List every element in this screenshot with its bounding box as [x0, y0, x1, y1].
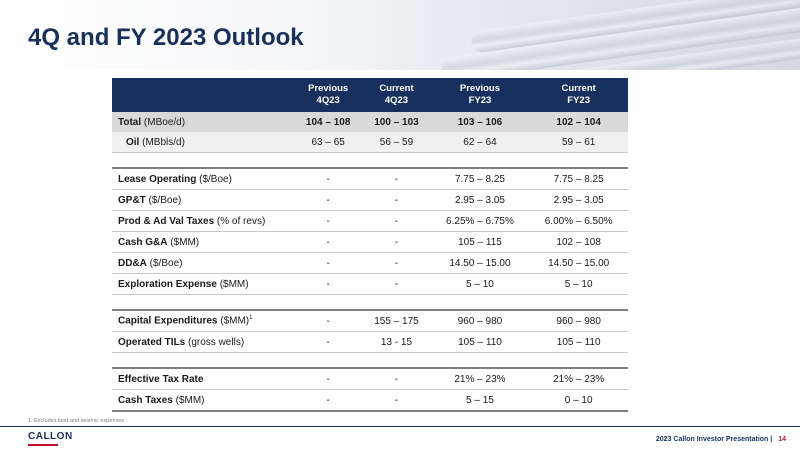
footer-caption: 2023 Callon Investor Presentation | 14 — [656, 436, 786, 443]
table-row-effective-tax-rate: Effective Tax Rate - - 21% – 23% 21% – 2… — [112, 368, 628, 390]
column-header: Previous 4Q23 — [294, 78, 363, 112]
table-cell: 960 – 980 — [529, 310, 628, 332]
table-cell: 0 – 10 — [529, 389, 628, 412]
table-row-dda: DD&A ($/Boe) - - 14.50 – 15.00 14.50 – 1… — [112, 252, 628, 274]
table-cell: 13 - 15 — [362, 331, 431, 353]
table-cell: 105 – 115 — [430, 231, 530, 253]
table-cell: 21% – 23% — [529, 368, 628, 390]
table-row-cash-ga: Cash G&A ($MM) - - 105 – 115 102 – 108 — [112, 231, 628, 253]
row-label: Capital Expenditures ($MM)1 — [112, 310, 294, 332]
table-row-operated-tils: Operated TILs (gross wells) - 13 - 15 10… — [112, 331, 628, 353]
table-cell: 56 – 59 — [362, 132, 431, 153]
table-cell: 6.00% – 6.50% — [529, 210, 628, 232]
table-cell: 63 – 65 — [294, 132, 363, 153]
table-cell: - — [294, 168, 363, 190]
footer-separator: | — [770, 436, 773, 443]
row-label: Cash G&A ($MM) — [112, 231, 294, 253]
table-cell: - — [294, 231, 363, 253]
table-cell: 5 – 10 — [529, 273, 628, 295]
row-label: Lease Operating ($/Boe) — [112, 168, 294, 190]
table-cell: 5 – 10 — [430, 273, 530, 295]
table-cell: - — [294, 368, 363, 390]
footer-divider — [0, 426, 800, 427]
table-cell: - — [362, 389, 431, 412]
row-label: Cash Taxes ($MM) — [112, 389, 294, 412]
table-cell: - — [294, 189, 363, 211]
table-cell: 62 – 64 — [430, 132, 530, 153]
company-logo: CALLON — [28, 432, 73, 446]
page-title: 4Q and FY 2023 Outlook — [28, 24, 304, 51]
table-cell: - — [294, 273, 363, 295]
outlook-table: Previous 4Q23 Current 4Q23 Previous FY23 Cu… — [112, 78, 628, 412]
table-cell: 102 – 104 — [529, 112, 628, 132]
table-row-prod-taxes: Prod & Ad Val Taxes (% of revs) - - 6.25… — [112, 210, 628, 232]
row-label: Operated TILs (gross wells) — [112, 331, 294, 353]
row-label: Total (MBoe/d) — [112, 112, 294, 132]
page-number: 14 — [778, 436, 786, 443]
table-spacer-row — [112, 294, 628, 311]
table-cell: 2.95 – 3.05 — [529, 189, 628, 211]
table-cell: 5 – 15 — [430, 389, 530, 412]
table-cell: - — [294, 252, 363, 274]
table-header-row: Previous 4Q23 Current 4Q23 Previous FY23 Cu… — [112, 78, 628, 112]
table-cell: - — [294, 389, 363, 412]
table-cell: 100 – 103 — [362, 112, 431, 132]
footnote: 1. Excludes land and seismic expenses — [28, 418, 124, 424]
logo-wordmark: CALLON — [28, 431, 73, 442]
table-row-capex: Capital Expenditures ($MM)1 - 155 – 175 … — [112, 310, 628, 332]
row-label: GP&T ($/Boe) — [112, 189, 294, 211]
table-cell: - — [362, 273, 431, 295]
row-label: Prod & Ad Val Taxes (% of revs) — [112, 210, 294, 232]
footer-text: 2023 Callon Investor Presentation — [655, 436, 769, 443]
table-cell: 14.50 – 15.00 — [529, 252, 628, 274]
table-cell: - — [362, 368, 431, 390]
column-header: Current 4Q23 — [362, 78, 431, 112]
table-row-lease-operating: Lease Operating ($/Boe) - - 7.75 – 8.25 … — [112, 168, 628, 190]
row-label: Oil (MBbls/d) — [112, 132, 294, 153]
table-cell: - — [294, 310, 363, 332]
table-cell: 104 – 108 — [294, 112, 363, 132]
table-row-cash-taxes: Cash Taxes ($MM) - - 5 – 15 0 – 10 — [112, 389, 628, 412]
table-cell: 105 – 110 — [529, 331, 628, 353]
header-banner: 4Q and FY 2023 Outlook — [0, 0, 800, 70]
table-row-exploration: Exploration Expense ($MM) - - 5 – 10 5 –… — [112, 273, 628, 295]
table-cell: - — [294, 210, 363, 232]
table-cell: 102 – 108 — [529, 231, 628, 253]
row-label: Effective Tax Rate — [112, 368, 294, 390]
table-cell: 155 – 175 — [362, 310, 431, 332]
table-cell: 103 – 106 — [430, 112, 530, 132]
table-cell: 105 – 110 — [430, 331, 530, 353]
table-cell: 960 – 980 — [430, 310, 530, 332]
table-cell: - — [362, 210, 431, 232]
row-label: DD&A ($/Boe) — [112, 252, 294, 274]
table-cell: 2.95 – 3.05 — [430, 189, 530, 211]
table-cell: 7.75 – 8.25 — [430, 168, 530, 190]
table-cell: 6.25% – 6.75% — [430, 210, 530, 232]
table-cell: - — [362, 252, 431, 274]
table-cell: - — [362, 231, 431, 253]
table-row-total: Total (MBoe/d) 104 – 108 100 – 103 103 –… — [112, 112, 628, 132]
column-header: Previous FY23 — [430, 78, 530, 112]
table-cell: 59 – 61 — [529, 132, 628, 153]
row-label: Exploration Expense ($MM) — [112, 273, 294, 295]
table-cell: 14.50 – 15.00 — [430, 252, 530, 274]
table-cell: 21% – 23% — [430, 368, 530, 390]
header-label-cell — [112, 78, 294, 112]
table-row-gpt: GP&T ($/Boe) - - 2.95 – 3.05 2.95 – 3.05 — [112, 189, 628, 211]
table-row-oil: Oil (MBbls/d) 63 – 65 56 – 59 62 – 64 59… — [112, 132, 628, 153]
table-cell: 7.75 – 8.25 — [529, 168, 628, 190]
table-cell: - — [362, 168, 431, 190]
logo-underline — [28, 444, 58, 446]
column-header: Current FY23 — [529, 78, 628, 112]
footnote-marker: 1 — [249, 315, 253, 322]
table-spacer-row — [112, 352, 628, 369]
table-spacer-row — [112, 152, 628, 169]
table-cell: - — [362, 189, 431, 211]
table-cell: - — [294, 331, 363, 353]
